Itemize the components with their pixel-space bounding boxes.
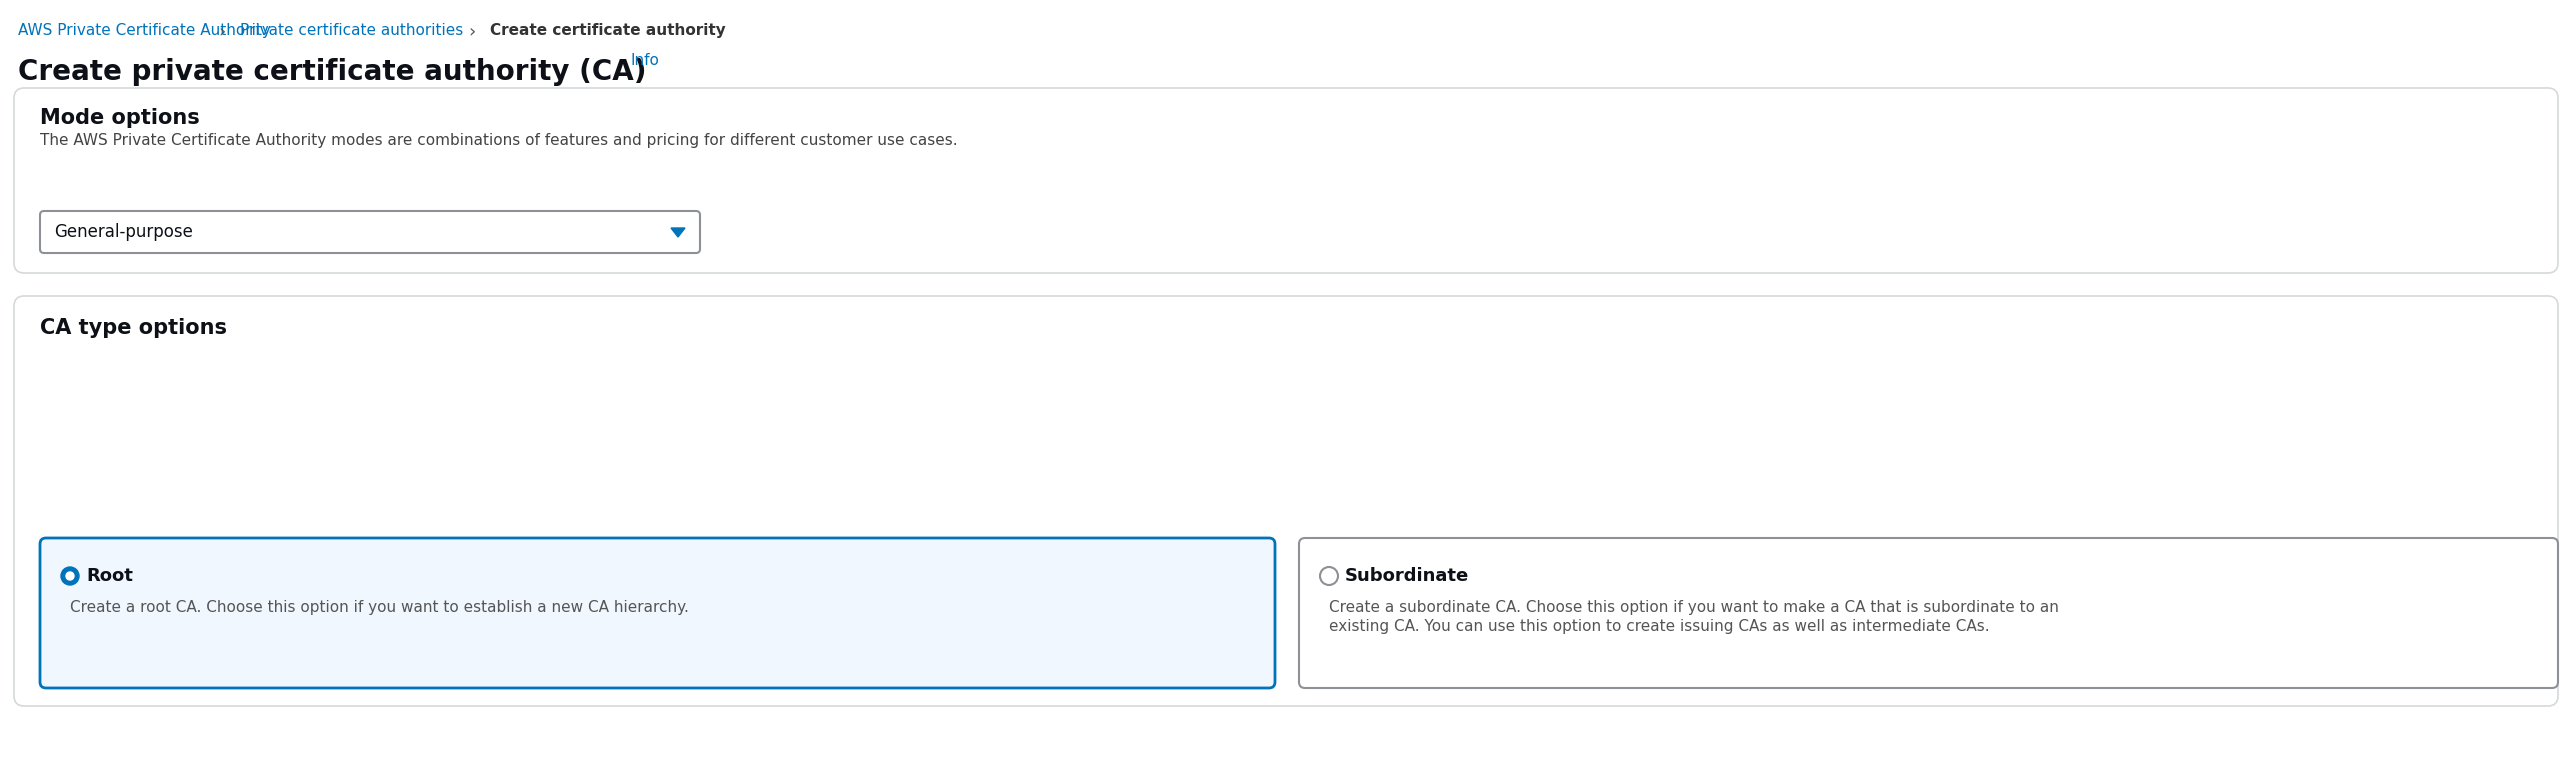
Circle shape <box>67 572 75 580</box>
FancyBboxPatch shape <box>41 538 1276 688</box>
Text: Subordinate: Subordinate <box>1345 567 1469 585</box>
Text: Root: Root <box>85 567 134 585</box>
Circle shape <box>1319 567 1337 585</box>
Text: General-purpose: General-purpose <box>54 223 193 241</box>
Text: Info: Info <box>630 53 658 68</box>
Text: The AWS Private Certificate Authority modes are combinations of features and pri: The AWS Private Certificate Authority mo… <box>41 133 957 148</box>
Text: ›: › <box>219 23 226 41</box>
Text: Create certificate authority: Create certificate authority <box>491 23 725 38</box>
Polygon shape <box>671 228 684 237</box>
Text: Create private certificate authority (CA): Create private certificate authority (CA… <box>18 58 646 86</box>
Text: existing CA. You can use this option to create issuing CAs as well as intermedia: existing CA. You can use this option to … <box>1330 619 1991 634</box>
FancyBboxPatch shape <box>1299 538 2559 688</box>
Text: Create a subordinate CA. Choose this option if you want to make a CA that is sub: Create a subordinate CA. Choose this opt… <box>1330 600 2058 615</box>
Text: Create a root CA. Choose this option if you want to establish a new CA hierarchy: Create a root CA. Choose this option if … <box>69 600 689 615</box>
Text: CA type options: CA type options <box>41 318 226 338</box>
FancyBboxPatch shape <box>13 296 2559 706</box>
Text: Mode options: Mode options <box>41 108 201 128</box>
FancyBboxPatch shape <box>41 211 700 253</box>
FancyBboxPatch shape <box>13 88 2559 273</box>
Text: Private certificate authorities: Private certificate authorities <box>239 23 463 38</box>
Text: ›: › <box>468 23 476 41</box>
Text: AWS Private Certificate Authority: AWS Private Certificate Authority <box>18 23 270 38</box>
Circle shape <box>62 567 80 585</box>
